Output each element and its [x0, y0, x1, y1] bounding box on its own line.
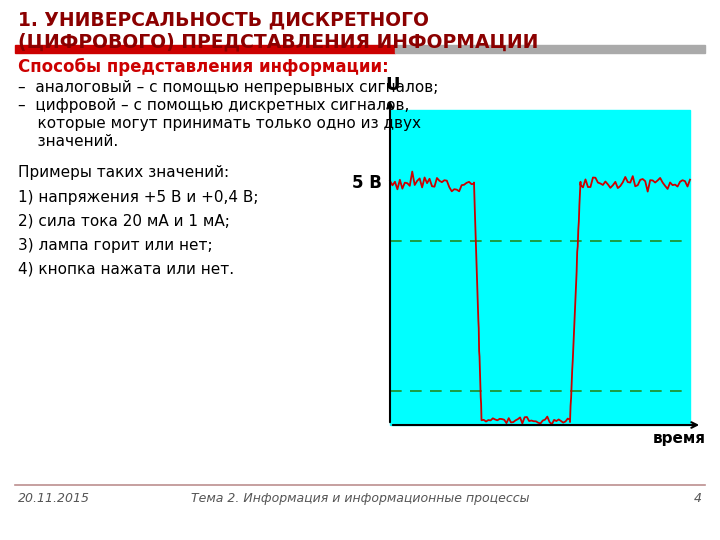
Text: U: U — [386, 76, 400, 94]
Text: 4) кнопка нажата или нет.: 4) кнопка нажата или нет. — [18, 262, 234, 277]
Bar — [395, 45, 705, 53]
Text: 3) лампа горит или нет;: 3) лампа горит или нет; — [18, 238, 212, 253]
Text: 1) напряжения +5 В и +0,4 В;: 1) напряжения +5 В и +0,4 В; — [18, 190, 258, 205]
Text: Способы представления информации:: Способы представления информации: — [18, 58, 389, 76]
Text: Примеры таких значений:: Примеры таких значений: — [18, 165, 229, 180]
Text: Тема 2. Информация и информационные процессы: Тема 2. Информация и информационные проц… — [191, 492, 529, 505]
Text: время: время — [653, 431, 706, 446]
Text: –  цифровой – с помощью дискретных сигналов,: – цифровой – с помощью дискретных сигнал… — [18, 98, 410, 113]
Text: 1. УНИВЕРСАЛЬНОСТЬ ДИСКРЕТНОГО: 1. УНИВЕРСАЛЬНОСТЬ ДИСКРЕТНОГО — [18, 10, 429, 29]
Text: 5 В: 5 В — [352, 174, 382, 192]
Text: значений.: значений. — [18, 134, 118, 149]
Text: которые могут принимать только одно из двух: которые могут принимать только одно из д… — [18, 116, 421, 131]
Text: 2) сила тока 20 мА и 1 мА;: 2) сила тока 20 мА и 1 мА; — [18, 214, 230, 229]
Text: 20.11.2015: 20.11.2015 — [18, 492, 90, 505]
Text: –  аналоговый – с помощью непрерывных сигналов;: – аналоговый – с помощью непрерывных сиг… — [18, 80, 438, 95]
Text: (ЦИФРОВОГО) ПРЕДСТАВЛЕНИЯ ИНФОРМАЦИИ: (ЦИФРОВОГО) ПРЕДСТАВЛЕНИЯ ИНФОРМАЦИИ — [18, 32, 539, 51]
Bar — [390, 110, 690, 425]
Text: 4: 4 — [694, 492, 702, 505]
Bar — [15, 45, 395, 53]
